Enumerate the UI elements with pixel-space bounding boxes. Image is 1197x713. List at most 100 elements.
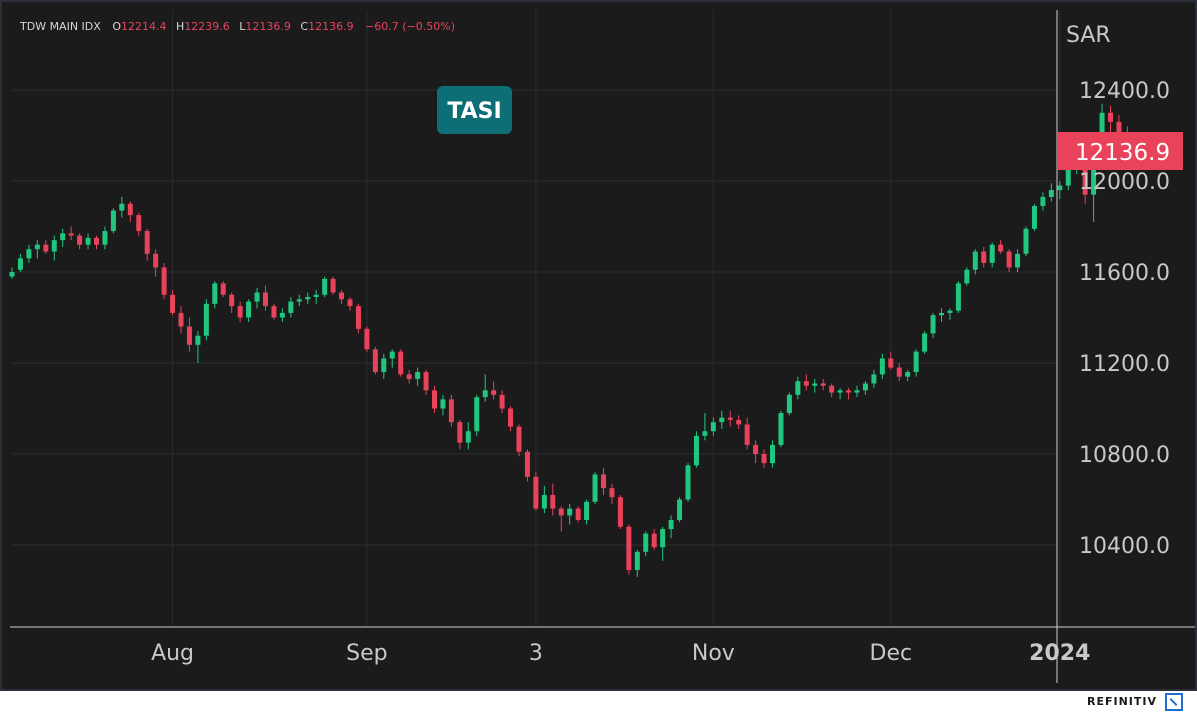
candle-body-down	[161, 267, 167, 295]
candle-body-up	[913, 351, 919, 373]
candle-body-down	[981, 251, 987, 263]
candle-body-up	[972, 251, 978, 270]
candle-body-up	[288, 301, 294, 313]
candle-body-up	[9, 272, 15, 277]
candle-body-down	[144, 231, 150, 254]
candle-body-up	[1040, 196, 1046, 207]
candle-body-up	[17, 258, 23, 270]
open-value: 12214.4	[121, 20, 167, 33]
candle-body-up	[668, 519, 674, 530]
candle-body-down	[533, 476, 539, 509]
candle-body-down	[1108, 112, 1113, 122]
price-axis[interactable]: 12400.0 12000.0 11600.0 11200.0 10800.0 10400…	[1079, 79, 1170, 559]
price-tick-label: 11200.0	[1079, 352, 1170, 377]
candle-body-up	[1057, 185, 1063, 191]
candle-body-up	[584, 501, 590, 520]
candle-body-down	[229, 294, 235, 307]
candle-body-up	[1091, 146, 1097, 195]
candle-body-down	[43, 244, 49, 252]
candle-body-up	[313, 294, 319, 298]
candle-body-up	[871, 374, 877, 384]
candle-body-up	[634, 551, 640, 571]
time-tick-label: 2024	[1029, 641, 1090, 666]
tasi-badge-label: TASI	[447, 99, 501, 124]
time-tick-label: Aug	[151, 641, 194, 666]
candle-body-up	[947, 310, 953, 313]
price-chart[interactable]: 12400.0 12000.0 11600.0 11200.0 10800.0 10400…	[0, 0, 1197, 691]
candle-body-down	[753, 444, 759, 454]
candle-body-up	[677, 499, 683, 520]
candle-body-up	[786, 394, 792, 414]
candle-body-up	[955, 283, 961, 311]
candle-body-up	[1099, 112, 1105, 147]
candle-body-down	[516, 426, 522, 452]
candle-body-down	[609, 488, 615, 498]
candle-body-down	[888, 358, 894, 368]
ohlc-legend: TDW MAIN IDX O12214.4 H12239.6 L12136.9 …	[19, 20, 455, 33]
candle-body-up	[862, 383, 868, 391]
candle-body-up	[119, 203, 125, 211]
candle-body-down	[998, 244, 1004, 252]
candle-body-up	[643, 533, 649, 552]
low-value: 12136.9	[245, 20, 291, 33]
tasi-badge: TASI	[437, 86, 512, 134]
candle-body-down	[744, 424, 750, 445]
candle-body-down	[94, 237, 99, 245]
candle-body-up	[685, 465, 691, 500]
chart-panel	[0, 0, 1197, 691]
candle-body-down	[803, 381, 809, 386]
candle-body-down	[220, 283, 226, 295]
candle-body-up	[905, 372, 911, 377]
candle-body-down	[617, 497, 623, 527]
price-tick-label: 12400.0	[1079, 79, 1170, 104]
candle-body-up	[922, 333, 928, 352]
candle-body-up	[1065, 169, 1071, 186]
candle-body-down	[499, 394, 505, 409]
candle-body-up	[592, 474, 598, 502]
candle-body-up	[465, 431, 471, 443]
candle-body-up	[567, 508, 573, 516]
candle-body-down	[372, 349, 378, 373]
candle-body-up	[296, 299, 302, 302]
candle-body-up	[203, 303, 209, 336]
refinitiv-brand: REFINITIV	[1087, 695, 1157, 708]
candle-body-down	[846, 390, 852, 393]
candle-body-down	[1116, 121, 1122, 134]
candle-body-up	[389, 351, 395, 359]
candle-body-up	[964, 269, 970, 284]
candle-body-down	[626, 526, 632, 571]
tasi-badge-bg	[437, 86, 512, 134]
last-price-tag-bg	[1057, 132, 1183, 170]
candle-body-up	[26, 249, 32, 259]
candle-body-down	[127, 203, 133, 216]
candle-body-down	[601, 474, 606, 489]
price-tick-label: 11600.0	[1079, 261, 1170, 286]
candle-body-down	[77, 235, 83, 245]
instrument-name: TDW MAIN IDX	[19, 20, 101, 33]
candle-body-down	[153, 253, 159, 268]
candle-body-down	[406, 374, 412, 379]
candle-body-down	[347, 299, 353, 307]
candle-body-up	[254, 292, 260, 302]
candle-body-up	[34, 244, 40, 250]
candle-body-up	[1015, 253, 1021, 268]
candle-body-down	[651, 533, 657, 548]
candle-body-down	[727, 417, 733, 420]
candle-body-down	[829, 385, 835, 393]
candle-body-down	[178, 312, 184, 327]
candle-body-down	[271, 306, 277, 318]
candle-body-up	[474, 397, 480, 432]
candle-body-down	[524, 451, 530, 477]
candle-body-down	[820, 383, 826, 386]
candle-body-up	[1023, 228, 1029, 254]
candle-body-down	[186, 326, 192, 345]
candle-body-up	[837, 390, 843, 393]
time-tick-label: Sep	[346, 641, 387, 666]
currency-label: SAR	[1066, 23, 1111, 48]
time-axis[interactable]: Aug Sep 3 Nov Dec 2024	[151, 641, 1090, 666]
close-key: C	[300, 20, 308, 33]
low-key: L	[239, 20, 246, 33]
candle-body-up	[989, 244, 995, 263]
price-tick-label: 10400.0	[1079, 534, 1170, 559]
candle-body-up	[381, 358, 387, 373]
